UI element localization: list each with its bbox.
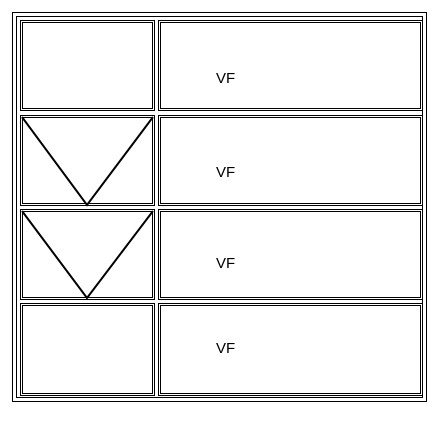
sash-left-4: [20, 303, 155, 396]
pane-label-1: VF: [216, 70, 235, 87]
v-mark-3: [21, 210, 154, 300]
pane-right-4: [158, 303, 423, 396]
outer-frame: [12, 12, 427, 402]
sash-left-2-inner: [22, 117, 153, 204]
inner-frame: [16, 16, 423, 398]
pane-right-1: [158, 20, 423, 111]
pane-label-3: VF: [216, 255, 235, 272]
sash-left-1: [20, 20, 155, 111]
sash-left-3-inner: [22, 211, 153, 298]
sash-left-1-inner: [22, 22, 153, 109]
pane-right-1-inner: [160, 22, 421, 109]
v-mark-2: [21, 116, 154, 207]
sash-left-3: [20, 209, 155, 300]
pane-right-2: [158, 115, 423, 206]
pane-right-3: [158, 209, 423, 300]
pane-right-3-inner: [160, 211, 421, 298]
sash-left-2: [20, 115, 155, 206]
sash-left-4-inner: [22, 305, 153, 394]
pane-label-2: VF: [216, 164, 235, 181]
pane-right-4-inner: [160, 305, 421, 394]
pane-right-2-inner: [160, 117, 421, 204]
pane-label-4: VF: [216, 340, 235, 357]
